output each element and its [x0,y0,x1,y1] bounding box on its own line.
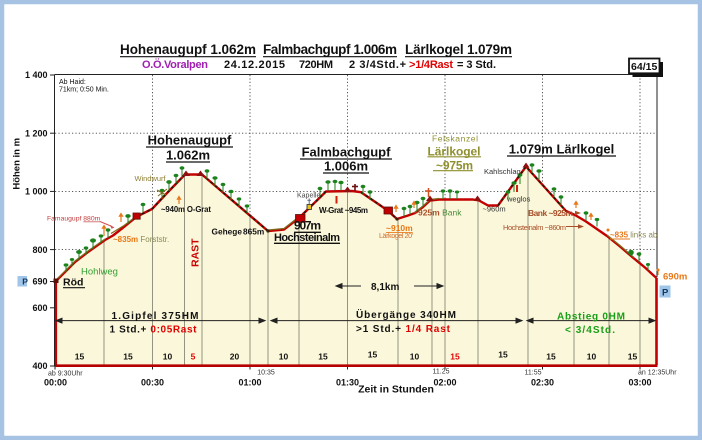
svg-text:10: 10 [163,352,173,362]
svg-text:1.079m Lärlkogel: 1.079m Lärlkogel [509,142,615,157]
svg-text:24.12.2015: 24.12.2015 [224,59,285,71]
svg-text:an 12:35Uhr: an 12:35Uhr [638,370,677,377]
svg-text:02:00: 02:00 [433,378,456,388]
svg-text:= 3 Std.: = 3 Std. [457,59,496,71]
svg-text:20: 20 [230,352,240,362]
svg-text:Hohenaugupf 1.062m: Hohenaugupf 1.062m [120,42,256,57]
svg-text:800: 800 [32,245,47,255]
svg-text:15: 15 [628,352,638,362]
svg-text:O.Ö.Voralpen: O.Ö.Voralpen [142,58,208,71]
svg-text:Gehege: Gehege [212,227,243,237]
svg-text:Hochsteinalm ~860m: Hochsteinalm ~860m [503,223,566,232]
svg-text:P: P [22,276,28,286]
svg-text:Falmbachgupf: Falmbachgupf [302,145,392,160]
svg-text:~910m: ~910m [386,223,413,233]
svg-text:15: 15 [450,352,460,362]
svg-text:15: 15 [368,350,378,360]
svg-text:Windwurf: Windwurf [135,174,167,183]
svg-text:Ab Haid:: Ab Haid: [59,79,86,86]
svg-text:11:55: 11:55 [525,370,542,377]
svg-text:600: 600 [32,303,47,313]
svg-text:Hochsteinalm: Hochsteinalm [274,232,340,244]
svg-text:1 Std.+ 0:05Rast: 1 Std.+ 0:05Rast [110,325,198,336]
svg-text:W-Grat ~945m: W-Grat ~945m [319,206,368,215]
svg-text:Lärlkogel 1.079m: Lärlkogel 1.079m [405,42,512,57]
svg-text:ab 9:30Uhr: ab 9:30Uhr [48,371,83,378]
svg-text:Falmbachgupf 1.006m: Falmbachgupf 1.006m [263,42,397,57]
svg-text:690: 690 [32,277,47,287]
svg-text:1.062m: 1.062m [166,148,210,163]
svg-text:Lärkogel 20': Lärkogel 20' [379,231,414,240]
svg-text:Kahlschlag: Kahlschlag [484,167,521,176]
svg-text:Lärlkogel: Lärlkogel [428,145,481,159]
svg-text:1.006m: 1.006m [324,159,368,174]
svg-text:1 200: 1 200 [25,128,48,138]
svg-text:15: 15 [546,352,556,362]
svg-text:71km; 0:50 Min.: 71km; 0:50 Min. [59,87,109,94]
svg-text:400: 400 [32,361,47,371]
svg-text:Röd: Röd [63,277,83,289]
svg-text:~940m O-Grat: ~940m O-Grat [161,205,211,214]
svg-text:1.Gipfel 375HM: 1.Gipfel 375HM [112,311,199,322]
svg-text:10: 10 [587,352,597,362]
svg-text:15: 15 [318,352,328,362]
svg-text:P: P [662,287,669,298]
svg-text:11.25: 11.25 [433,369,450,376]
svg-text:Famaugupf 880m: Famaugupf 880m [47,216,101,223]
svg-text:00:30: 00:30 [141,378,164,388]
svg-text:RAST: RAST [190,238,202,267]
svg-text:weglos: weglos [506,195,531,204]
svg-text:907m: 907m [294,219,321,233]
svg-text:15: 15 [498,350,508,360]
svg-text:03:00: 03:00 [628,378,651,388]
svg-text:>1 Std.+ 1/4 Rast: >1 Std.+ 1/4 Rast [356,324,451,335]
svg-text:Abstieg 0HM: Abstieg 0HM [557,312,625,323]
svg-text:01:00: 01:00 [238,378,261,388]
svg-text:~835m Forststr.: ~835m Forststr. [113,235,169,244]
svg-text:15: 15 [75,352,85,362]
svg-text:8,1km: 8,1km [371,282,399,293]
svg-text:~975m: ~975m [436,158,473,172]
svg-text:>1/4Rast: >1/4Rast [409,59,453,71]
svg-text:865m: 865m [243,227,264,237]
svg-text:Zeit in Stunden: Zeit in Stunden [358,384,434,396]
svg-text:< 3/4Std.: < 3/4Std. [565,325,615,336]
svg-text:~960m: ~960m [483,204,506,213]
svg-text:~835 links ab: ~835 links ab [610,231,658,240]
svg-text:2 3/4Std.+: 2 3/4Std.+ [349,59,406,71]
svg-text:15: 15 [123,352,133,362]
svg-text:~925m Bank: ~925m Bank [413,208,462,218]
svg-text:02:30: 02:30 [531,378,554,388]
svg-text:Hohenaugupf: Hohenaugupf [148,133,232,148]
svg-text:10: 10 [279,352,289,362]
svg-text:1 000: 1 000 [25,187,48,197]
svg-text:Übergänge 340HM: Übergänge 340HM [356,308,456,321]
svg-text:Felskanzel: Felskanzel [432,134,478,144]
svg-text:Kapelle: Kapelle [297,193,320,200]
svg-text:Bank ~925m: Bank ~925m [528,208,573,218]
svg-text:10:35: 10:35 [257,370,275,377]
svg-text:5: 5 [191,352,196,362]
svg-text:00:00: 00:00 [44,378,67,388]
svg-text:10: 10 [410,352,420,362]
svg-text:Hohlweg: Hohlweg [81,267,118,278]
svg-text:690m: 690m [663,272,687,283]
svg-text:01:30: 01:30 [336,378,359,388]
svg-text:Höhen in m: Höhen in m [12,138,23,190]
svg-text:64/15: 64/15 [631,61,657,73]
svg-text:720HM: 720HM [299,59,333,71]
svg-text:1 400: 1 400 [25,70,48,80]
